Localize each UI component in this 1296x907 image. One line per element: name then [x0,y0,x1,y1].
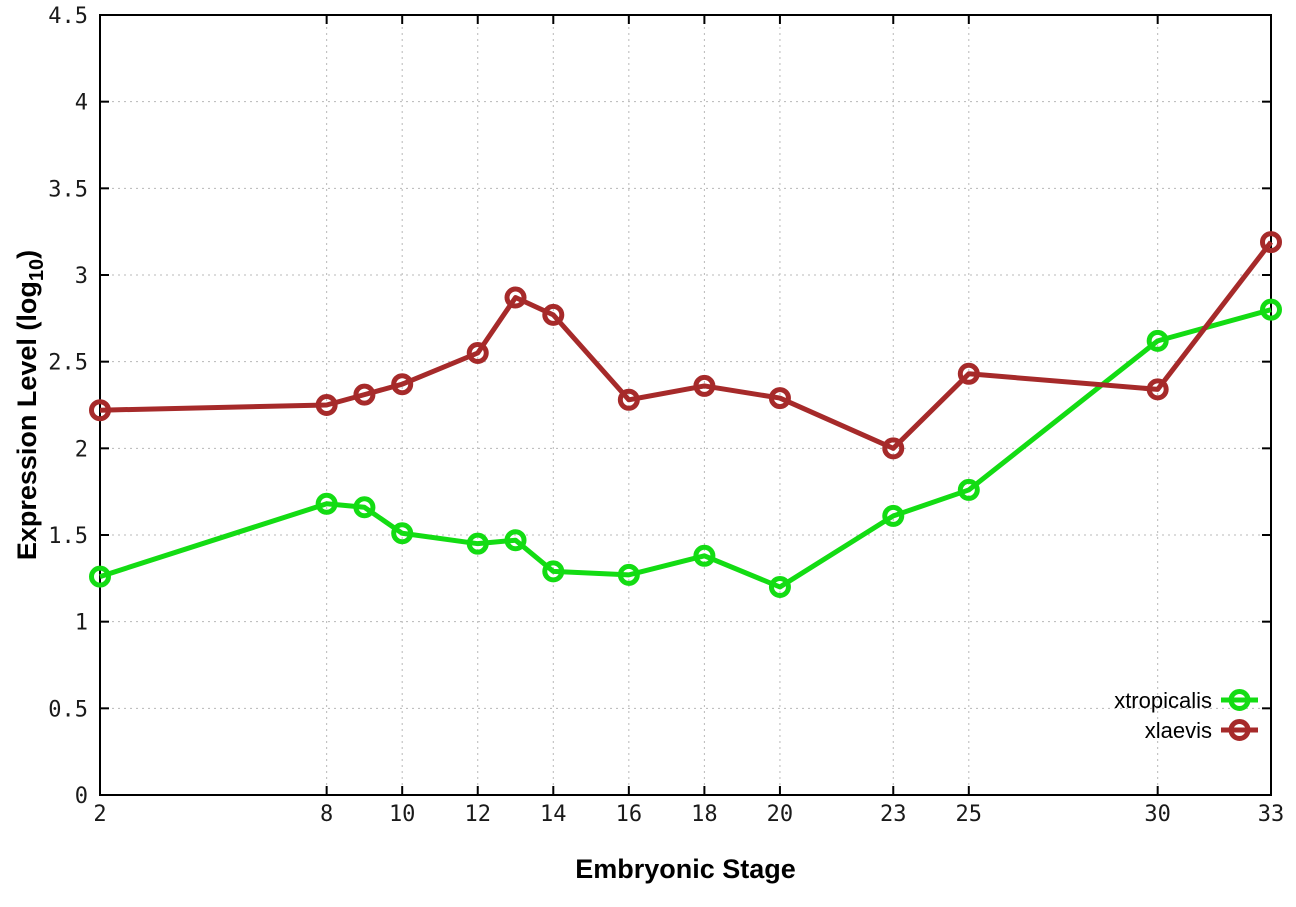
y-tick-label: 2 [75,437,88,462]
legend-label-xlaevis: xlaevis [1145,718,1212,743]
data-point-xlaevis [1260,231,1282,254]
data-point-xlaevis [693,374,716,397]
legend-marker [1228,719,1251,741]
data-point-xlaevis [353,383,376,406]
x-tick-label: 12 [464,802,491,827]
y-tick-label: 2.5 [48,351,88,376]
data-point-xlaevis [315,394,338,416]
tick-labels: 2 8 10 12 14 16 18 20 23 25 30 33 0 0.5 1 1.5 2 2.5 3 3.5 4 4… [48,4,1284,827]
data-point-xlaevis [89,399,111,422]
data-point-xtropicalis [391,522,414,545]
y-tick-label: 3.5 [48,177,88,202]
y-tick-label: 4 [75,91,88,116]
legend: xtropicalis xlaevis [1114,688,1258,743]
x-tick-label: 33 [1258,802,1285,827]
y-tick-label: 4.5 [48,4,88,29]
data-point-xtropicalis [617,563,640,586]
x-tick-label: 2 [93,802,106,827]
y-axis-title: Expression Level (log10) [12,250,48,560]
y-tick-label: 1 [75,611,88,636]
x-tick-label: 16 [616,802,643,827]
data-point-xtropicalis [768,576,791,598]
x-tick-label: 20 [767,802,794,827]
y-tick-label: 1.5 [48,524,88,549]
x-tick-label: 8 [320,802,333,827]
x-tick-label: 23 [880,802,907,827]
data-point-xtropicalis [504,529,527,552]
data-point-xtropicalis [882,504,905,527]
data-point-xlaevis [391,373,414,396]
data-point-xlaevis [957,362,980,385]
x-tick-label: 10 [389,802,416,827]
data-point-xlaevis [1146,378,1169,401]
data-point-xlaevis [617,388,640,411]
plot-border [99,14,1272,796]
x-tick-label: 18 [691,802,718,827]
axes [99,14,1272,796]
series-line-xlaevis [99,240,1273,451]
data-point-xtropicalis [466,532,489,555]
data-point-xtropicalis [1260,298,1282,321]
data-point-xtropicalis [957,478,980,501]
data-point-xtropicalis [353,496,376,519]
y-tick-label: 3 [75,264,88,289]
data-series [89,231,1282,598]
x-tick-label: 30 [1144,802,1171,827]
y-tick-label: 0 [75,784,88,809]
x-tick-label: 25 [956,802,983,827]
data-point-xtropicalis [89,565,111,588]
data-point-xlaevis [542,303,565,326]
data-point-xlaevis [466,342,489,364]
legend-marker [1228,689,1251,711]
data-point-xtropicalis [542,560,565,583]
legend-label-xtropicalis: xtropicalis [1114,688,1212,713]
data-point-xlaevis [882,437,905,460]
data-point-xlaevis [504,286,527,309]
y-tick-label: 0.5 [48,697,88,722]
data-point-xtropicalis [693,544,716,567]
data-point-xlaevis [768,387,791,410]
x-tick-label: 14 [540,802,567,827]
data-point-xtropicalis [315,492,338,515]
x-axis-title: Embryonic Stage [575,854,796,884]
data-point-xtropicalis [1146,329,1169,352]
